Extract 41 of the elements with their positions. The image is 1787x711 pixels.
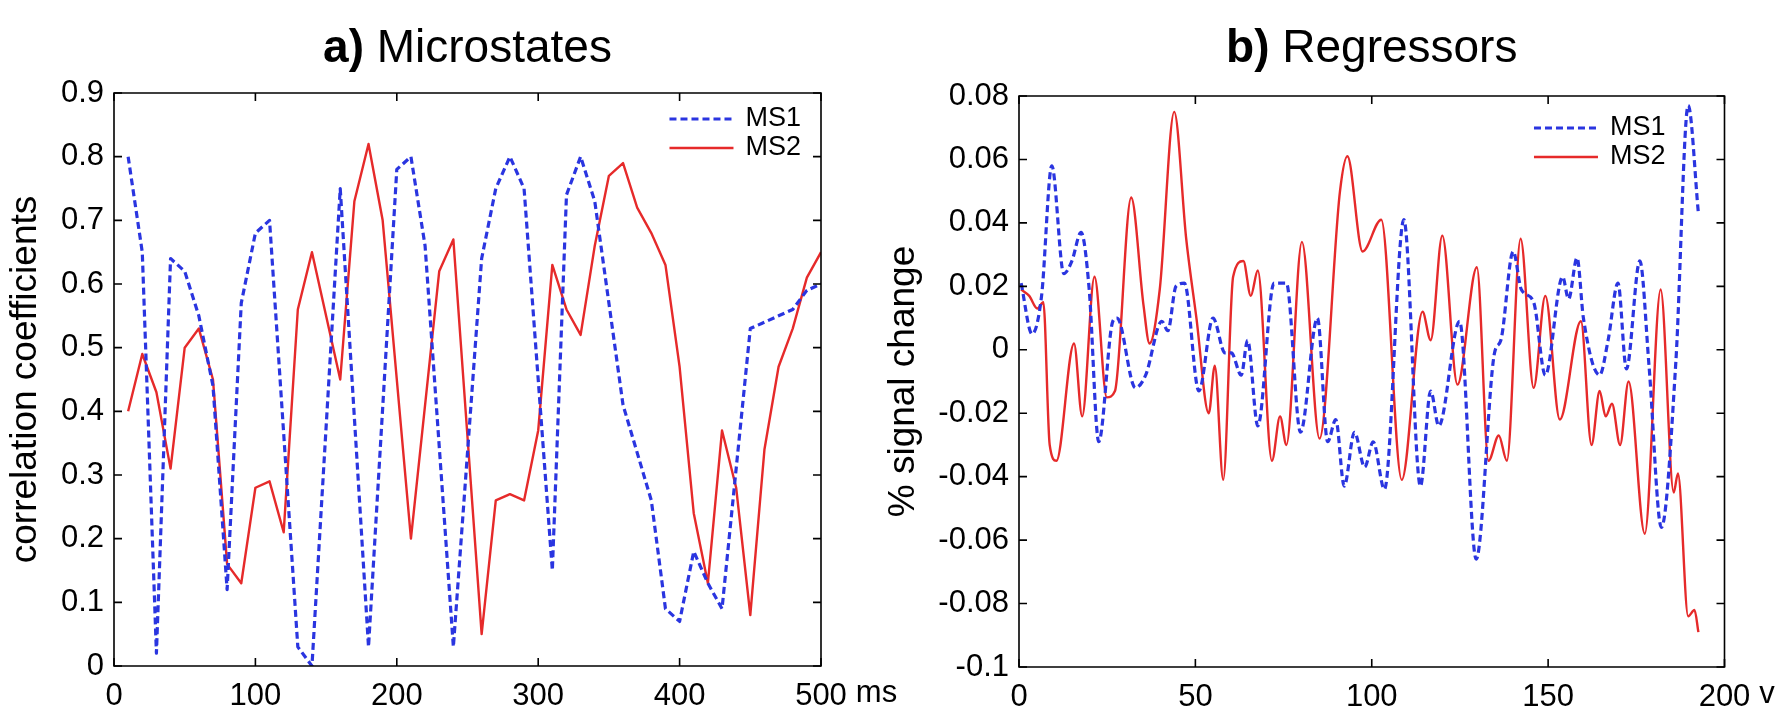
legend-label: MS1 <box>1609 111 1666 142</box>
x-tick-label: 200 <box>1698 678 1751 711</box>
y-tick-label: 0.7 <box>60 200 104 236</box>
y-tick-label: 0.04 <box>948 203 1009 239</box>
y-tick-label: 0.8 <box>60 137 104 173</box>
chart-title: a) Microstates <box>323 20 612 72</box>
x-tick-label: 200 <box>370 677 423 711</box>
chart-title: b) Regressors <box>1226 20 1518 72</box>
x-tick-label: 400 <box>653 677 706 711</box>
y-tick-label: 0.08 <box>948 76 1009 112</box>
y-tick-label: 0.3 <box>60 455 104 491</box>
legend-label: MS1 <box>745 102 802 133</box>
y-tick-label: 0 <box>86 646 104 682</box>
y-tick-label: 0.2 <box>60 519 104 555</box>
x-tick-label: 100 <box>229 677 282 711</box>
y-tick-label: 0.06 <box>948 139 1009 175</box>
x-tick-label: 150 <box>1522 678 1574 711</box>
y-tick-label: -0.1 <box>955 647 1009 683</box>
line-series <box>1019 103 1700 561</box>
y-axis-title: % signal change <box>881 245 923 518</box>
y-tick-label: -0.04 <box>938 457 1009 493</box>
y-tick-label: -0.08 <box>938 584 1009 620</box>
y-tick-label: 0.02 <box>948 266 1009 302</box>
y-tick-label: 0.4 <box>60 391 104 427</box>
legend-label: MS2 <box>1609 140 1666 171</box>
line-series <box>1019 110 1700 634</box>
x-axis-title: v <box>1759 675 1776 711</box>
x-tick-label: 50 <box>1178 678 1213 711</box>
y-tick-label: 0.6 <box>60 264 104 300</box>
y-tick-label: -0.02 <box>938 393 1009 429</box>
y-axis-title: correlation coefficients <box>3 195 45 564</box>
y-tick-label: 0 <box>991 330 1009 366</box>
y-tick-label: 0.1 <box>60 582 104 618</box>
x-axis-title: ms <box>855 674 898 710</box>
x-tick-label: 300 <box>512 677 565 711</box>
y-tick-label: 0.9 <box>60 73 104 109</box>
y-tick-label: -0.06 <box>938 520 1009 556</box>
y-tick-label: 0.5 <box>60 328 104 364</box>
legend-label: MS2 <box>745 131 802 162</box>
x-tick-label: 500 <box>795 677 847 711</box>
x-tick-label: 100 <box>1345 678 1398 711</box>
